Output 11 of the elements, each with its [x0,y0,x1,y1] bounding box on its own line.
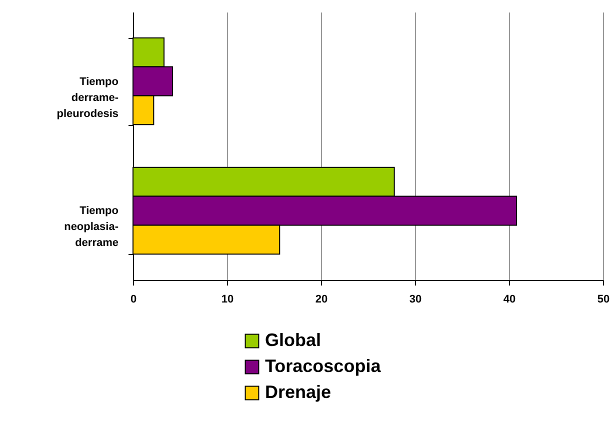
x-tick-label: 20 [315,294,328,306]
x-tick-label: 50 [597,294,610,306]
y-tick-label: Tiempo neoplasia-derrame [64,205,119,250]
legend-label: Global [265,330,322,350]
legend-label: Drenaje [265,382,332,402]
y-tick-label: Tiempo derrame-pleurodesis [56,76,119,120]
x-tick-label: 30 [409,294,422,306]
legend-label: Toracoscopia [265,356,382,376]
x-tick-label: 0 [130,294,137,306]
x-tick-label: 10 [221,294,234,306]
x-tick-label: 40 [503,294,516,306]
